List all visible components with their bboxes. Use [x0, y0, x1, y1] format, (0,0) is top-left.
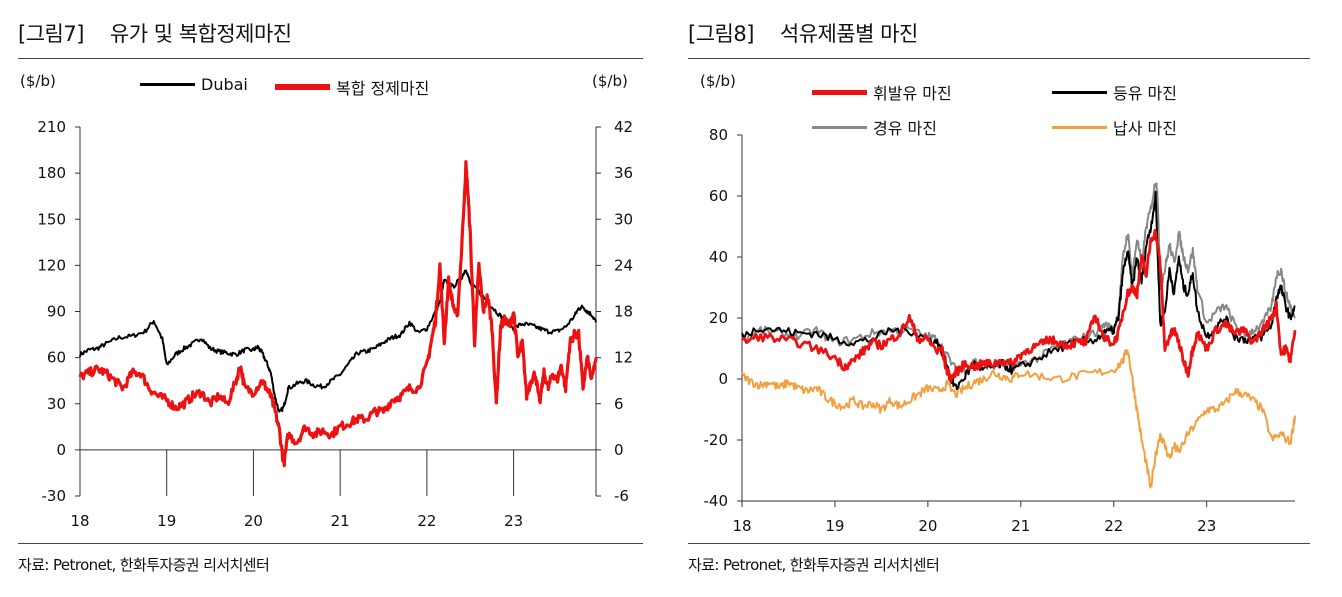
left-y-right-tick-label: 30: [614, 210, 633, 228]
left-unit-left: ($/b): [20, 72, 56, 90]
left-y-right-tick-label: -6: [614, 487, 629, 505]
legend-gasoline-label: 휘발유 마진: [873, 84, 952, 103]
left-bottom-rule: [18, 543, 643, 544]
legend-kerosene-swatch: [1052, 90, 1107, 94]
right-y-left-tick-label: 20: [709, 309, 728, 327]
left-series-line-1: [78, 160, 598, 468]
left-y-right-tick-label: 36: [614, 164, 633, 182]
right-fig-label: [그림8]: [688, 22, 754, 46]
left-title-rule: [18, 58, 643, 59]
right-x-tick-label: 20: [918, 517, 937, 535]
right-series-line-0: [741, 228, 1297, 384]
legend-refining-margin-swatch: [275, 84, 330, 90]
right-y-left-tick-label: -40: [704, 492, 729, 510]
left-y-right-tick-label: 12: [614, 349, 633, 367]
right-unit-left: ($/b): [700, 72, 736, 90]
legend-diesel: 경유 마진: [812, 115, 937, 139]
left-y-left-tick-label: -30: [42, 487, 67, 505]
left-x-tick-label: 18: [70, 512, 89, 530]
legend-refining-margin: 복합 정제마진: [275, 75, 429, 99]
left-y-left-tick-label: 90: [47, 303, 66, 321]
left-x-tick-label: 19: [157, 512, 176, 530]
left-y-left-tick-label: 180: [37, 164, 66, 182]
left-unit-right: ($/b): [592, 72, 628, 90]
left-y-left-tick-label: 210: [37, 118, 66, 136]
legend-refining-margin-label: 복합 정제마진: [336, 79, 430, 98]
left-panel-title: [그림7] 유가 및 복합정제마진: [18, 18, 292, 48]
right-y-left-tick-label: -20: [704, 431, 729, 449]
legend-gasoline-swatch: [812, 89, 867, 95]
right-x-tick-label: 23: [1197, 517, 1216, 535]
right-series-line-2: [741, 182, 1296, 376]
left-y-left-tick-label: 150: [37, 210, 66, 228]
left-y-left-tick-label: 0: [56, 441, 66, 459]
legend-kerosene-label: 등유 마진: [1113, 84, 1177, 103]
right-title-rule: [688, 58, 1310, 59]
left-y-left-tick-label: 60: [47, 349, 66, 367]
left-series-line-0: [79, 269, 597, 413]
legend-naphtha: 납사 마진: [1052, 115, 1177, 139]
right-bottom-rule: [688, 543, 1310, 544]
right-x-tick-label: 18: [732, 517, 751, 535]
right-y-left-tick-label: 80: [709, 126, 728, 144]
left-x-tick-label: 22: [417, 512, 436, 530]
legend-diesel-swatch: [812, 125, 867, 129]
legend-naphtha-swatch: [1052, 125, 1107, 129]
right-title-text: 석유제품별 마진: [779, 22, 918, 46]
right-y-left-tick-label: 0: [718, 370, 728, 388]
legend-dubai-label: Dubai: [201, 75, 248, 94]
left-y-right-tick-label: 6: [614, 395, 624, 413]
left-y-right-tick-label: 0: [614, 441, 624, 459]
legend-naphtha-label: 납사 마진: [1113, 119, 1177, 138]
legend-gasoline: 휘발유 마진: [812, 80, 952, 104]
right-y-left-tick-label: 40: [709, 248, 728, 266]
left-y-left-tick-label: 30: [47, 395, 66, 413]
legend-dubai-swatch: [140, 83, 195, 86]
legend-diesel-label: 경유 마진: [873, 119, 937, 138]
left-y-right-tick-label: 24: [614, 256, 633, 274]
left-x-tick-label: 20: [244, 512, 263, 530]
right-series-line-3: [741, 349, 1296, 489]
legend-kerosene: 등유 마진: [1052, 80, 1177, 104]
left-source-note: 자료: Petronet, 한화투자증권 리서치센터: [18, 556, 270, 574]
right-panel-title: [그림8] 석유제품별 마진: [688, 18, 918, 48]
right-source-note: 자료: Petronet, 한화투자증권 리서치센터: [688, 556, 940, 574]
left-y-left-tick-label: 120: [37, 256, 66, 274]
right-x-tick-label: 19: [825, 517, 844, 535]
legend-dubai: Dubai: [140, 75, 248, 94]
right-y-left-tick-label: 60: [709, 187, 728, 205]
left-x-tick-label: 21: [331, 512, 350, 530]
left-y-right-tick-label: 18: [614, 303, 633, 321]
left-y-right-tick-label: 42: [614, 118, 633, 136]
right-x-tick-label: 21: [1011, 517, 1030, 535]
right-series-line-1: [741, 190, 1296, 391]
left-x-tick-label: 23: [504, 512, 523, 530]
left-fig-label: [그림7]: [18, 22, 84, 46]
right-x-tick-label: 22: [1104, 517, 1123, 535]
left-title-text: 유가 및 복합정제마진: [109, 22, 292, 46]
